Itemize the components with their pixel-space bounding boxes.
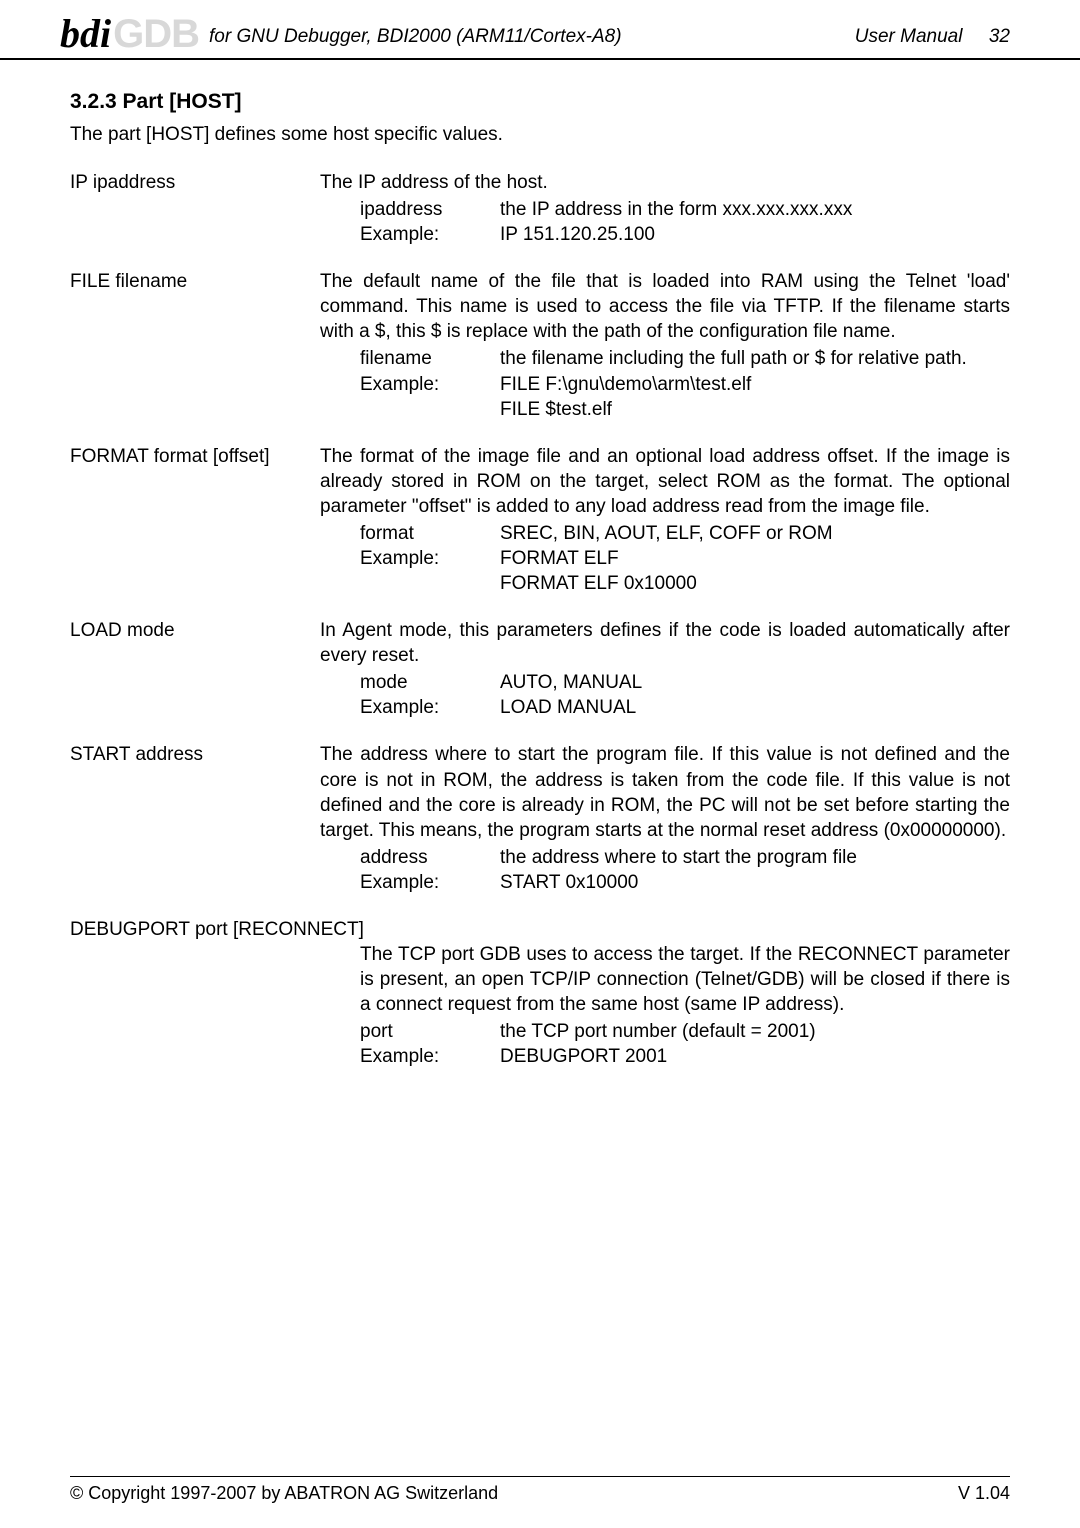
param-value: FILE F:\gnu\demo\arm\test.elf: [500, 372, 1010, 397]
param-label: Example:: [360, 870, 500, 895]
param-label-empty: [360, 397, 500, 422]
param-label: Example:: [360, 372, 500, 397]
param-label: ipaddress: [360, 197, 500, 222]
content: 3.2.3 Part [HOST] The part [HOST] define…: [0, 60, 1080, 1069]
entry-name: START address: [70, 742, 320, 894]
entry-body: The IP address of the host. ipaddress th…: [320, 170, 1010, 247]
entry-debugport: DEBUGPORT port [RECONNECT] The TCP port …: [70, 917, 1010, 1069]
entry-body: The default name of the file that is loa…: [320, 269, 1010, 421]
footer-copyright: © Copyright 1997-2007 by ABATRON AG Swit…: [70, 1483, 498, 1504]
entry-load: LOAD mode In Agent mode, this parameters…: [70, 618, 1010, 720]
header-right-label: User Manual: [855, 26, 963, 47]
footer-version: V 1.04: [958, 1483, 1010, 1504]
page-header: bdi GDB for GNU Debugger, BDI2000 (ARM11…: [0, 0, 1080, 60]
header-subtitle: for GNU Debugger, BDI2000 (ARM11/Cortex-…: [209, 26, 622, 54]
param-value: LOAD MANUAL: [500, 695, 1010, 720]
param-value: the IP address in the form xxx.xxx.xxx.x…: [500, 197, 1010, 222]
header-right: User Manual 32: [855, 26, 1010, 54]
entry-body: The format of the image file and an opti…: [320, 444, 1010, 596]
param-value: the address where to start the program f…: [500, 845, 1010, 870]
entry-name: FORMAT format [offset]: [70, 444, 320, 596]
entry-desc: The address where to start the program f…: [320, 742, 1010, 842]
logo-gdb: GDB: [113, 14, 199, 54]
section-title: 3.2.3 Part [HOST]: [70, 90, 1010, 114]
param-label: address: [360, 845, 500, 870]
logo: bdi GDB: [60, 14, 199, 54]
entry-format: FORMAT format [offset] The format of the…: [70, 444, 1010, 596]
entry-desc: In Agent mode, this parameters defines i…: [320, 618, 1010, 668]
entry-file: FILE filename The default name of the fi…: [70, 269, 1010, 421]
entry-start: START address The address where to start…: [70, 742, 1010, 894]
entry-body: In Agent mode, this parameters defines i…: [320, 618, 1010, 720]
entry-body: The address where to start the program f…: [320, 742, 1010, 894]
entry-desc: The default name of the file that is loa…: [320, 269, 1010, 344]
entry-desc: The TCP port GDB uses to access the targ…: [360, 942, 1010, 1017]
param-value: FORMAT ELF 0x10000: [500, 571, 1010, 596]
param-label: Example:: [360, 222, 500, 247]
param-value: AUTO, MANUAL: [500, 670, 1010, 695]
param-label: format: [360, 521, 500, 546]
param-value: IP 151.120.25.100: [500, 222, 1010, 247]
param-label: mode: [360, 670, 500, 695]
param-label: Example:: [360, 695, 500, 720]
entry-desc: The format of the image file and an opti…: [320, 444, 1010, 519]
param-value: FORMAT ELF: [500, 546, 1010, 571]
entry-ip: IP ipaddress The IP address of the host.…: [70, 170, 1010, 247]
header-page-number: 32: [989, 26, 1010, 47]
param-value: DEBUGPORT 2001: [500, 1044, 1010, 1069]
page-footer: © Copyright 1997-2007 by ABATRON AG Swit…: [70, 1476, 1010, 1504]
section-intro: The part [HOST] defines some host specif…: [70, 124, 1010, 146]
entry-name: DEBUGPORT port [RECONNECT]: [70, 917, 1010, 942]
param-value: the TCP port number (default = 2001): [500, 1019, 1010, 1044]
entry-desc: The IP address of the host.: [320, 170, 1010, 195]
param-value: SREC, BIN, AOUT, ELF, COFF or ROM: [500, 521, 1010, 546]
param-label: Example:: [360, 1044, 500, 1069]
entry-name: IP ipaddress: [70, 170, 320, 247]
param-label: port: [360, 1019, 500, 1044]
entry-name: FILE filename: [70, 269, 320, 421]
param-label-empty: [360, 571, 500, 596]
param-label: Example:: [360, 546, 500, 571]
logo-bdi: bdi: [60, 14, 111, 54]
param-value: the filename including the full path or …: [500, 346, 1010, 371]
entry-name: LOAD mode: [70, 618, 320, 720]
param-value: FILE $test.elf: [500, 397, 1010, 422]
param-label: filename: [360, 346, 500, 371]
param-value: START 0x10000: [500, 870, 1010, 895]
